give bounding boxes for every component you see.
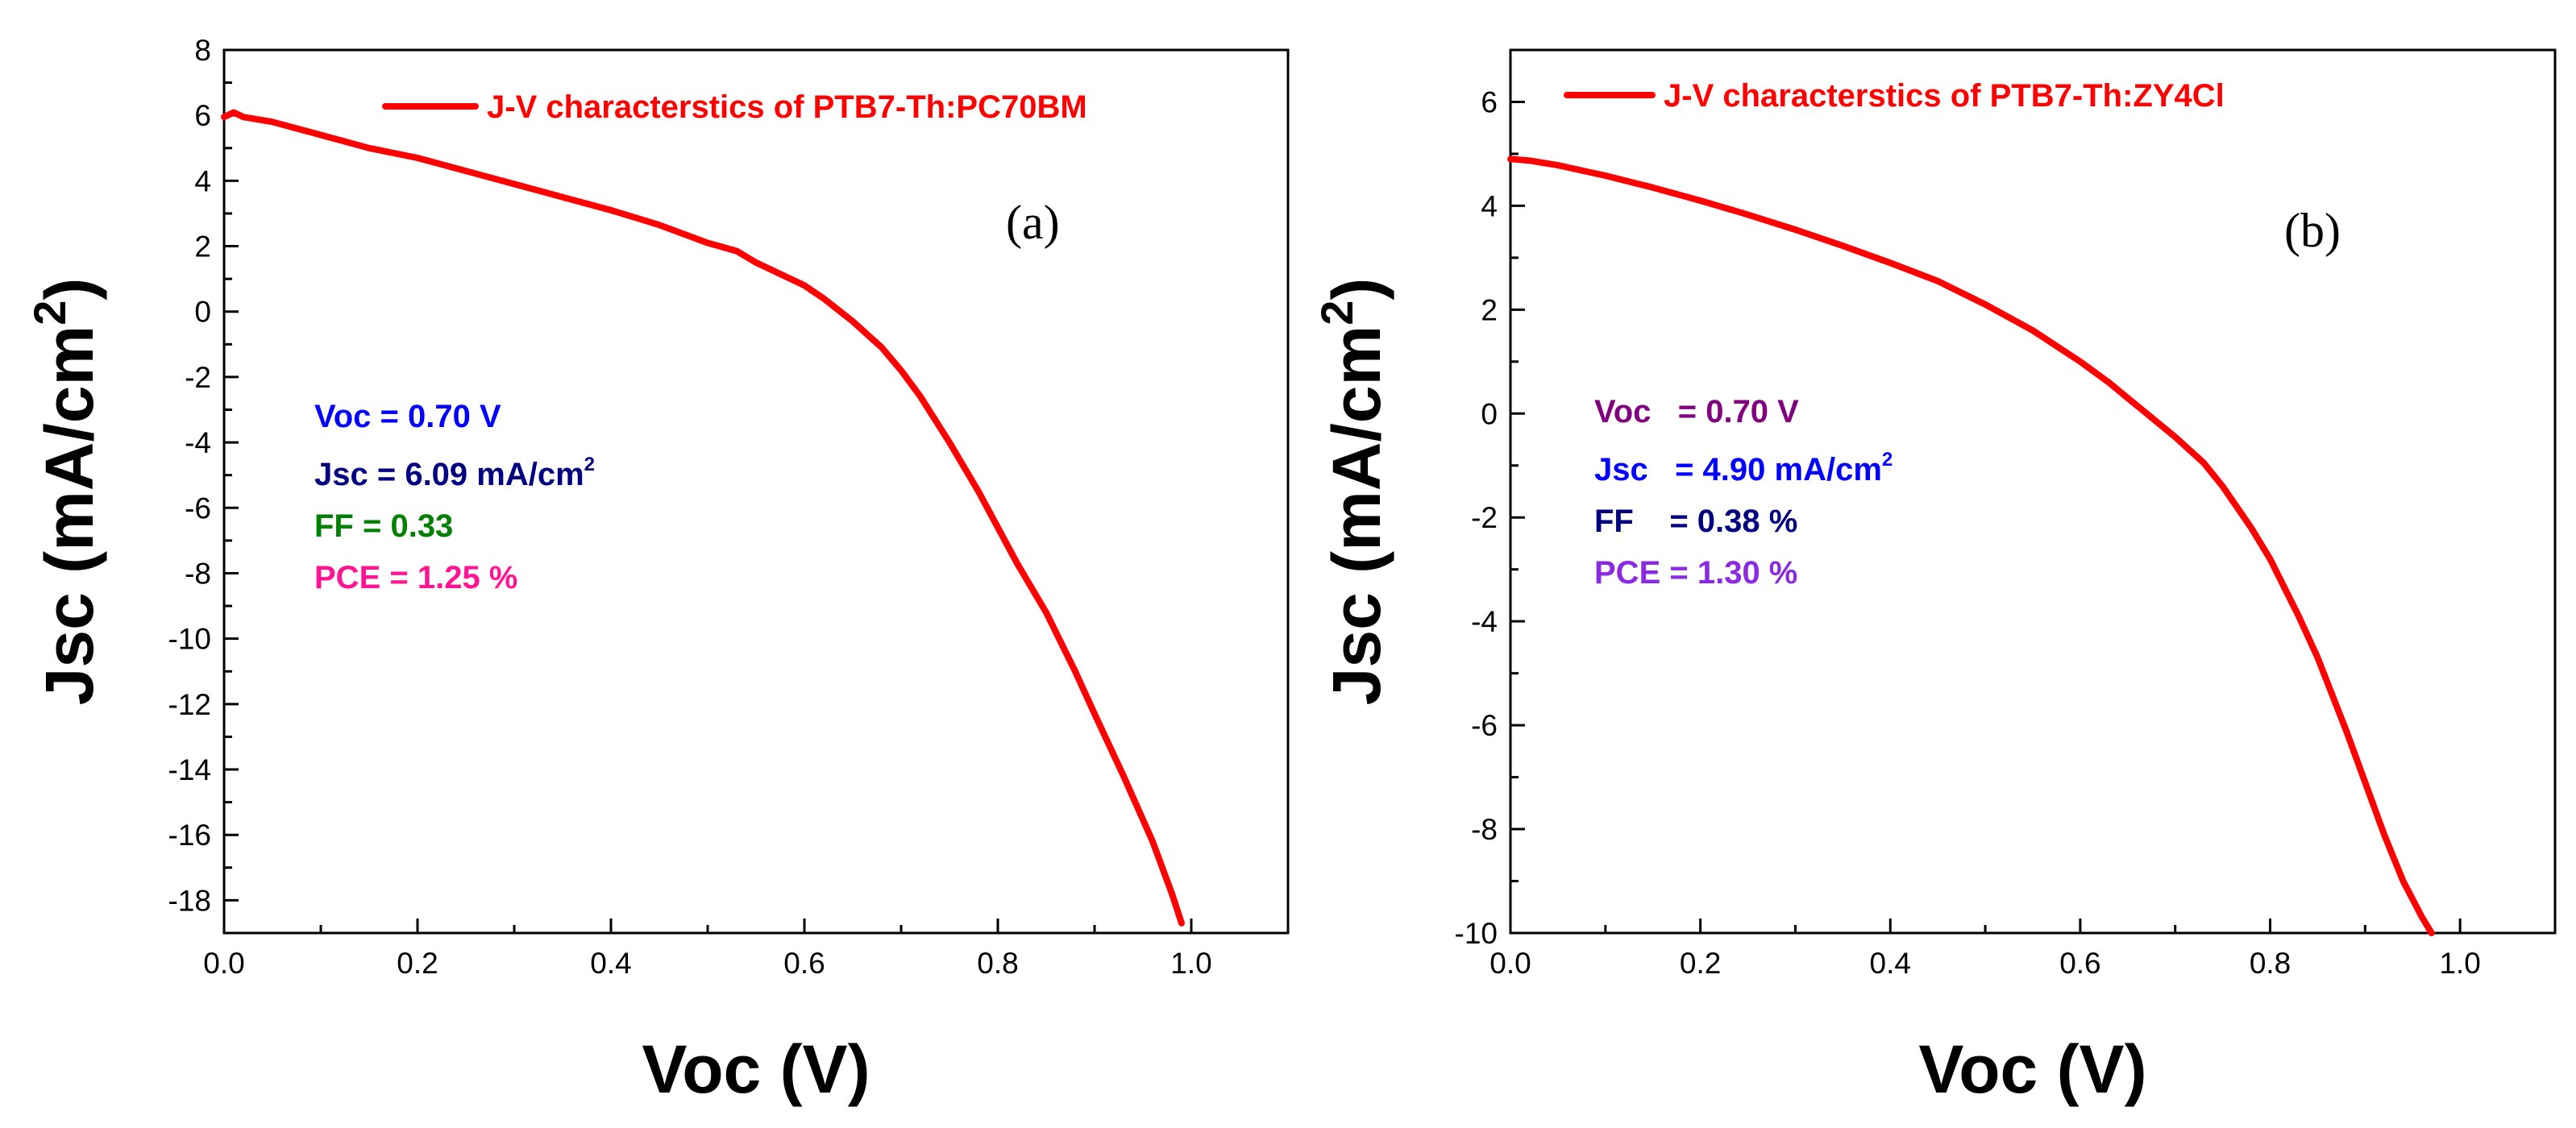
y-tick-label: -12 bbox=[168, 688, 211, 721]
y-tick-label: -16 bbox=[168, 819, 211, 852]
y-tick-label: -10 bbox=[1455, 917, 1498, 950]
panel-a-voc-annotation: Voc = 0.70 V bbox=[314, 399, 501, 434]
panel-a-ticks bbox=[222, 48, 1290, 935]
y-tick-label: -2 bbox=[1471, 501, 1498, 534]
x-tick-label: 0.8 bbox=[977, 947, 1018, 980]
panel-b-legend-label: J-V characterstics of PTB7-Th:ZY4Cl bbox=[1664, 78, 2225, 114]
x-tick-label: 0.8 bbox=[2250, 947, 2291, 980]
y-tick-label: -8 bbox=[1471, 813, 1498, 846]
y-tick-label: -10 bbox=[168, 623, 211, 656]
panel-b-ff-annotation: FF = 0.38 % bbox=[1594, 504, 1797, 539]
y-tick-label: 0 bbox=[194, 296, 211, 329]
y-tick-label: 0 bbox=[1481, 397, 1498, 430]
y-tick-label: -14 bbox=[168, 753, 211, 786]
panel-a-x-axis-title: Voc (V) bbox=[642, 1031, 870, 1107]
y-tick-label: -4 bbox=[185, 426, 211, 459]
panel-b-x-tick-labels: 0.0 0.2 0.4 0.6 0.8 1.0 bbox=[1490, 947, 2481, 980]
x-tick-label: 0.4 bbox=[1870, 947, 1911, 980]
x-tick-label: 0.4 bbox=[590, 947, 631, 980]
y-tick-label: -4 bbox=[1471, 605, 1498, 638]
panel-b-series-line bbox=[1507, 156, 2435, 936]
x-tick-label: 0.6 bbox=[2059, 947, 2100, 980]
y-tick-label: -18 bbox=[168, 884, 211, 917]
panel-b-x-axis-title: Voc (V) bbox=[1918, 1031, 2146, 1107]
y-tick-label: 6 bbox=[1481, 85, 1498, 118]
panel-b-y-tick-labels: 6 4 2 0 -2 -4 -6 -8 -10 bbox=[1455, 85, 1498, 950]
panel-a-ff-annotation: FF = 0.33 bbox=[314, 508, 453, 544]
x-tick-label: 0.6 bbox=[783, 947, 825, 980]
panel-b-y-axis-title: Jsc (mA/cm2) bbox=[1311, 278, 1394, 706]
x-tick-label: 0.0 bbox=[1490, 947, 1531, 980]
panel-b-jsc-annotation: Jsc = 4.90 mA/cm2 bbox=[1594, 449, 1893, 487]
y-tick-label: -6 bbox=[185, 491, 211, 525]
x-tick-label: 0.0 bbox=[203, 947, 244, 980]
panel-b-ticks bbox=[1509, 48, 2557, 935]
panel-b-voc-annotation: Voc = 0.70 V bbox=[1594, 394, 1799, 429]
panel-a-x-tick-labels: 0.0 0.2 0.4 0.6 0.8 1.0 bbox=[203, 947, 1211, 980]
panel-a-plot-frame bbox=[222, 48, 1290, 935]
panel-a-y-axis-title: Jsc (mA/cm2) bbox=[24, 278, 107, 706]
panel-a-pce-annotation: PCE = 1.25 % bbox=[314, 560, 517, 595]
panel-b-label: (b) bbox=[2284, 204, 2341, 257]
y-tick-label: 6 bbox=[194, 99, 211, 132]
y-tick-label: -6 bbox=[1471, 709, 1498, 742]
panel-b-pce-annotation: PCE = 1.30 % bbox=[1594, 555, 1797, 591]
panel-a-series-line bbox=[221, 109, 1185, 927]
y-tick-label: 4 bbox=[194, 164, 211, 197]
panel-a-y-tick-labels: 8 6 4 2 0 -2 -4 -6 -8 -10 -12 -14 -16 -18 bbox=[168, 34, 211, 917]
panel-a-label: (a) bbox=[1006, 196, 1060, 249]
panel-b-plot-frame bbox=[1509, 48, 2557, 935]
x-tick-label: 0.2 bbox=[397, 947, 438, 980]
panel-a-jsc-annotation: Jsc = 6.09 mA/cm2 bbox=[314, 454, 595, 492]
x-tick-label: 0.2 bbox=[1680, 947, 1721, 980]
x-tick-label: 1.0 bbox=[1170, 947, 1211, 980]
x-tick-label: 1.0 bbox=[2439, 947, 2480, 980]
y-tick-label: 8 bbox=[194, 34, 211, 67]
y-tick-label: 2 bbox=[1481, 293, 1498, 326]
panel-a-chart: 0.0 0.2 0.4 0.6 0.8 1.0 8 6 4 2 0 -2 -4 -6 -8 -10 -12 -1… bbox=[24, 34, 1290, 1107]
y-tick-label: -2 bbox=[185, 361, 211, 394]
y-tick-label: -8 bbox=[185, 557, 211, 590]
panel-b-chart: 0.0 0.2 0.4 0.6 0.8 1.0 6 4 2 0 -2 -4 -6 -8 -10 J-V c… bbox=[1311, 48, 2557, 1107]
y-tick-label: 4 bbox=[1481, 189, 1498, 222]
y-tick-label: 2 bbox=[194, 230, 211, 263]
panel-a-legend-label: J-V characterstics of PTB7-Th:PC70BM bbox=[487, 89, 1087, 125]
